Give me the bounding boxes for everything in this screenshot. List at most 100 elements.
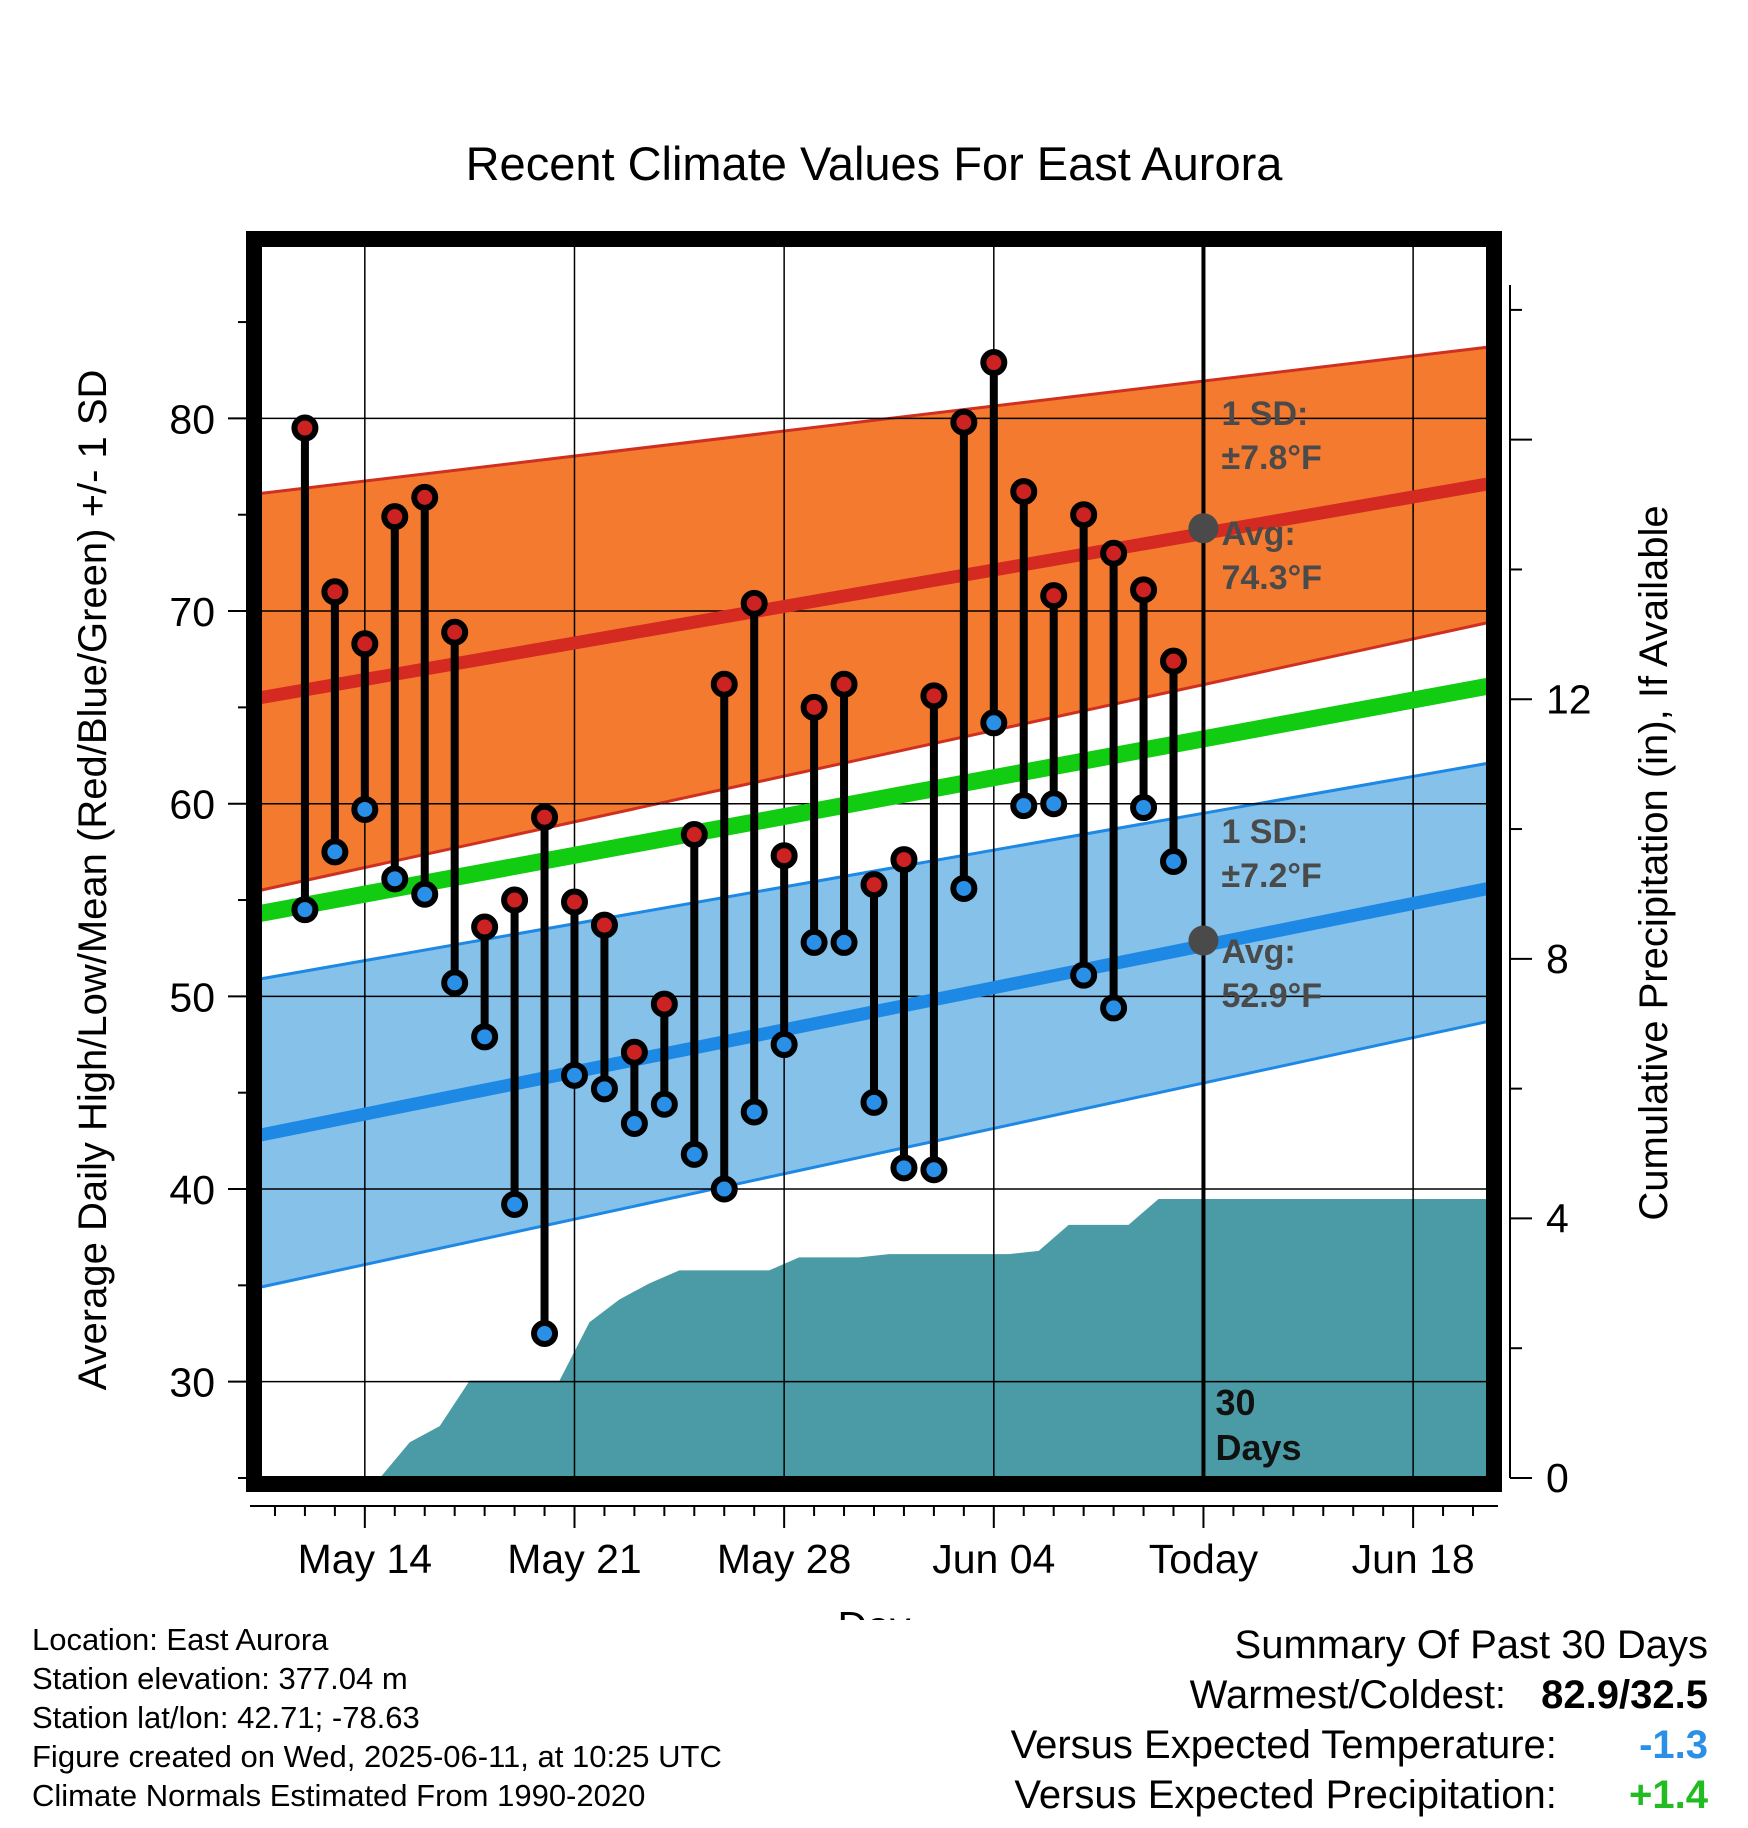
y-axis-title-left: Average Daily High/Low/Mean (Red/Blue/Gr…	[71, 370, 115, 1391]
daily-low-point	[740, 1098, 768, 1126]
precip-value: +1.4	[1629, 1773, 1708, 1817]
daily-low-point	[800, 928, 828, 956]
daily-high-point	[381, 503, 409, 531]
daily-low-point	[650, 1090, 678, 1118]
right-tick-label: 8	[1546, 936, 1569, 982]
latlon-text: Station lat/lon: 42.71; -78.63	[32, 1700, 420, 1735]
daily-low-point	[770, 1031, 798, 1059]
high-sd-value: ±7.8°F	[1221, 439, 1321, 477]
x-tick-label: May 14	[298, 1536, 432, 1582]
right-tick-label: 4	[1546, 1195, 1569, 1241]
precipitation-area	[379, 1198, 1488, 1478]
daily-high-point	[291, 414, 319, 442]
high-sd-label: 1 SD:	[1221, 395, 1308, 433]
location-text: Location: East Aurora	[32, 1622, 329, 1657]
x-axis-title: Day	[838, 1603, 911, 1620]
daily-low-point	[411, 880, 439, 908]
daily-low-point	[950, 874, 978, 902]
daily-high-point	[560, 888, 588, 916]
chart-title: Recent Climate Values For East Aurora	[466, 137, 1284, 190]
daily-low-point	[501, 1190, 529, 1218]
daily-high-point	[351, 630, 379, 658]
x-tick-label: Today	[1149, 1536, 1259, 1582]
station-info: Location: East Aurora Station elevation:…	[32, 1620, 722, 1815]
x-tick-label: Jun 04	[932, 1536, 1055, 1582]
daily-high-point	[920, 682, 948, 710]
daily-high-point	[321, 578, 349, 606]
daily-low-point	[321, 838, 349, 866]
created-text: Figure created on Wed, 2025-06-11, at 10…	[32, 1739, 722, 1774]
daily-high-point	[441, 618, 469, 646]
high-avg-label: Avg:	[1221, 515, 1295, 553]
daily-high-point	[1160, 647, 1188, 675]
daily-high-point	[950, 408, 978, 436]
low-sd-band-lower-edge	[259, 1019, 1489, 1289]
precip-label: Versus Expected Precipitation:	[1014, 1773, 1557, 1817]
climate-chart: Recent Climate Values For East Aurora 1 …	[71, 137, 1676, 1620]
days-label-text: Days	[1215, 1427, 1301, 1468]
y-tick-label: 70	[169, 589, 215, 635]
daily-low-point	[830, 928, 858, 956]
daily-low-point	[441, 969, 469, 997]
high-avg-today-marker	[1188, 513, 1219, 544]
y-tick-label: 30	[169, 1360, 215, 1406]
daily-high-point	[590, 911, 618, 939]
elevation-text: Station elevation: 377.04 m	[32, 1661, 408, 1696]
high-sd-band-upper-edge	[259, 345, 1489, 496]
daily-high-point	[1040, 582, 1068, 610]
low-avg-today-marker	[1188, 925, 1219, 956]
daily-low-point	[920, 1156, 948, 1184]
y-tick-label: 40	[169, 1167, 215, 1213]
daily-high-point	[800, 693, 828, 721]
daily-high-point	[620, 1038, 648, 1066]
right-tick-label: 0	[1546, 1455, 1569, 1501]
y-axis-title-right: Cumulative Precipitation (in), If Availa…	[1632, 505, 1676, 1220]
daily-low-point	[351, 795, 379, 823]
plot-frame	[246, 231, 1502, 1492]
summary-title: Summary Of Past 30 Days	[1234, 1623, 1708, 1667]
daily-high-point	[860, 871, 888, 899]
daily-low-point	[1160, 848, 1188, 875]
high-sd-band-lower-edge	[259, 621, 1489, 892]
temp-value: -1.3	[1639, 1723, 1708, 1767]
daily-high-point	[680, 821, 708, 849]
daily-low-point	[471, 1023, 499, 1051]
precip-row: Versus Expected Precipitation: +1.4	[1011, 1770, 1708, 1820]
daily-low-point	[381, 865, 409, 893]
daily-high-point	[1010, 478, 1038, 506]
daily-high-point	[531, 803, 559, 831]
x-tick-label: May 28	[717, 1536, 851, 1582]
low-sd-label: 1 SD:	[1221, 813, 1308, 851]
daily-high-point	[890, 846, 918, 874]
warmest-value: 82.9/32.5	[1541, 1673, 1708, 1717]
x-tick-label: Jun 18	[1352, 1536, 1475, 1582]
daily-low-point	[291, 896, 319, 924]
daily-low-point	[710, 1175, 738, 1203]
daily-high-point	[1130, 576, 1158, 604]
temp-label: Versus Expected Temperature:	[1010, 1723, 1557, 1767]
daily-low-point	[1040, 790, 1068, 818]
right-tick-label: 12	[1546, 676, 1592, 722]
low-avg-label: Avg:	[1221, 933, 1295, 971]
daily-low-point	[620, 1110, 648, 1138]
daily-low-point	[860, 1088, 888, 1116]
daily-low-point	[980, 709, 1008, 737]
daily-high-point	[710, 670, 738, 698]
days-label-number: 30	[1215, 1382, 1255, 1423]
y-tick-label: 60	[169, 782, 215, 828]
daily-low-point	[531, 1320, 559, 1348]
daily-high-point	[980, 349, 1008, 377]
daily-high-point	[740, 589, 768, 617]
y-tick-label: 80	[169, 396, 215, 442]
plot-area: 1 SD: ±7.8°F Avg: 74.3°F 1 SD: ±7.2°F Avg: 52.9…	[71, 231, 1676, 1620]
normal-high-line	[258, 477, 1490, 705]
daily-high-point	[830, 670, 858, 698]
x-tick-label: May 21	[507, 1536, 641, 1582]
daily-high-point	[770, 842, 798, 870]
normal-mean-line	[258, 677, 1490, 922]
daily-high-point	[501, 886, 529, 914]
daily-low-point	[1070, 961, 1098, 989]
daily-low-point	[590, 1075, 618, 1103]
normals-text: Climate Normals Estimated From 1990-2020	[32, 1778, 646, 1813]
daily-low-point	[890, 1154, 918, 1182]
